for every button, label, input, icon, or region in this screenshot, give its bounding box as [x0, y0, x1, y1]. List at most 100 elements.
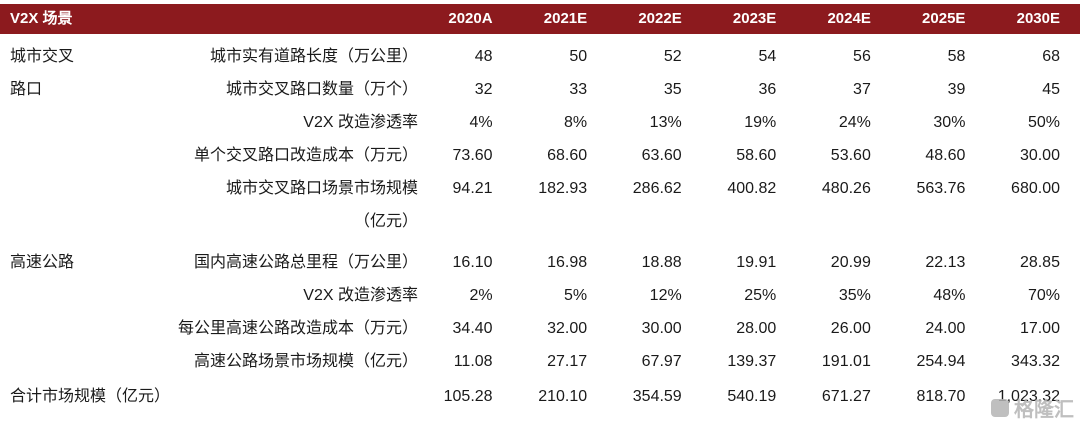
row-value: 63.60 [641, 147, 682, 164]
row-value: 182.93 [538, 180, 588, 197]
row-value: 139.37 [727, 353, 777, 370]
table-title: V2X 场景 [10, 10, 73, 27]
row-value: 68.60 [547, 147, 588, 164]
column-header-2021e: 2021E [543, 10, 588, 27]
row-value: 54 [758, 48, 777, 65]
row-value: 50 [569, 48, 588, 65]
row-value: 58 [947, 48, 966, 65]
table-row: V2X 改造渗透率 4% 8% 13% 19% 24% 30% 50% [0, 106, 1080, 139]
row-value: 30.00 [1019, 147, 1060, 164]
row-label: V2X 改造渗透率 [303, 287, 418, 304]
table-row: 城市交叉路口数量（万个） 32 33 35 36 37 39 45 [0, 73, 1080, 106]
row-value: 22.13 [925, 254, 966, 271]
row-value: 27.17 [547, 353, 588, 370]
column-header-2024e: 2024E [827, 10, 871, 27]
total-value: 105.28 [443, 388, 493, 405]
row-value: 24.00 [925, 320, 966, 337]
column-header-2022e: 2022E [638, 10, 682, 27]
row-value: 19% [744, 114, 777, 131]
row-label: 国内高速公路总里程（万公里） [193, 254, 418, 271]
row-value: 400.82 [727, 180, 777, 197]
row-value: 680.00 [1011, 180, 1060, 197]
row-value: 68 [1042, 48, 1060, 65]
row-value: 50% [1027, 114, 1060, 131]
row-label: 城市交叉路口数量（万个） [225, 81, 418, 98]
row-value: 28.85 [1019, 254, 1060, 271]
column-header-2025e: 2025E [922, 10, 966, 27]
row-value: 30% [933, 114, 966, 131]
row-value: 286.62 [632, 180, 682, 197]
row-value: 45 [1042, 81, 1060, 98]
row-value: 12% [649, 287, 682, 304]
row-label: 城市实有道路长度（万公里） [209, 48, 418, 65]
table-row: 城市交叉路口场景市场规模 （亿元） 94.21 182.93 286.62 40… [0, 172, 1080, 238]
row-group-label [0, 139, 88, 172]
row-value: 35% [838, 287, 871, 304]
v2x-market-table: V2X 场景 2020A 2021E 2022E 2023E 2024E 202… [0, 4, 1080, 413]
table-row: 单个交叉路口改造成本（万元） 73.60 68.60 63.60 58.60 5… [0, 139, 1080, 172]
row-value: 53.60 [830, 147, 871, 164]
row-group-label [0, 172, 88, 205]
row-value: 48.60 [925, 147, 966, 164]
total-value: 818.70 [916, 388, 966, 405]
row-value: 19.91 [736, 254, 777, 271]
table-body: 城市交叉路口 城市实有道路长度（万公里） 48 50 52 54 56 58 6… [0, 40, 1080, 378]
table-row: 高速公路 国内高速公路总里程（万公里） 16.10 16.98 18.88 19… [0, 246, 1080, 279]
table-header-row: V2X 场景 2020A 2021E 2022E 2023E 2024E 202… [0, 4, 1080, 34]
row-value: 24% [838, 114, 871, 131]
total-value: 210.10 [538, 388, 588, 405]
row-value: 563.76 [916, 180, 966, 197]
row-group-label [0, 312, 88, 345]
row-value: 13% [649, 114, 682, 131]
row-group-label [0, 345, 88, 378]
row-value: 33 [569, 81, 588, 98]
row-value: 67.97 [641, 353, 682, 370]
row-value: 8% [564, 114, 588, 131]
table-row: 每公里高速公路改造成本（万元） 34.40 32.00 30.00 28.00 … [0, 312, 1080, 345]
row-value: 5% [564, 287, 588, 304]
row-value: 35 [663, 81, 682, 98]
row-value: 17.00 [1019, 320, 1060, 337]
total-row: 合计市场规模（亿元） 105.28 210.10 354.59 540.19 6… [0, 380, 1080, 413]
row-value: 2% [469, 287, 493, 304]
row-group-label [0, 279, 88, 312]
row-value: 11.08 [453, 353, 493, 370]
row-value: 480.26 [821, 180, 871, 197]
row-group-label: 城市交叉路口 [10, 48, 75, 98]
row-value: 16.98 [547, 254, 588, 271]
row-group-label: 高速公路 [10, 254, 75, 271]
row-value: 25% [744, 287, 777, 304]
row-value: 94.21 [452, 180, 493, 197]
row-value: 32 [474, 81, 493, 98]
row-value: 39 [947, 81, 966, 98]
column-header-2030e: 2030E [1016, 10, 1060, 27]
column-header-2023e: 2023E [732, 10, 777, 27]
row-value: 18.88 [641, 254, 682, 271]
total-value: 1,023.32 [997, 388, 1060, 405]
row-value: 48% [933, 287, 966, 304]
row-value: 70% [1027, 287, 1060, 304]
row-value: 16.10 [452, 254, 493, 271]
table-row: 高速公路场景市场规模（亿元） 11.08 27.17 67.97 139.37 … [0, 345, 1080, 378]
row-value: 28.00 [736, 320, 777, 337]
row-label: 高速公路场景市场规模（亿元） [193, 353, 418, 370]
row-group-label [0, 106, 88, 139]
row-value: 73.60 [452, 147, 493, 164]
row-label: 每公里高速公路改造成本（万元） [177, 320, 418, 337]
row-value: 20.99 [830, 254, 871, 271]
row-value: 52 [663, 48, 682, 65]
row-value: 4% [469, 114, 493, 131]
row-value: 58.60 [736, 147, 777, 164]
row-value: 343.32 [1011, 353, 1060, 370]
row-value: 34.40 [452, 320, 493, 337]
row-value: 56 [853, 48, 871, 65]
total-value: 540.19 [727, 388, 777, 405]
row-group-label [0, 73, 88, 106]
row-value: 48 [474, 48, 493, 65]
row-value: 26.00 [830, 320, 871, 337]
row-label: 单个交叉路口改造成本（万元） [193, 147, 418, 164]
row-value: 36 [758, 81, 777, 98]
table-row: V2X 改造渗透率 2% 5% 12% 25% 35% 48% 70% [0, 279, 1080, 312]
row-value: 37 [853, 81, 871, 98]
table-row: 城市交叉路口 城市实有道路长度（万公里） 48 50 52 54 56 58 6… [0, 40, 1080, 98]
